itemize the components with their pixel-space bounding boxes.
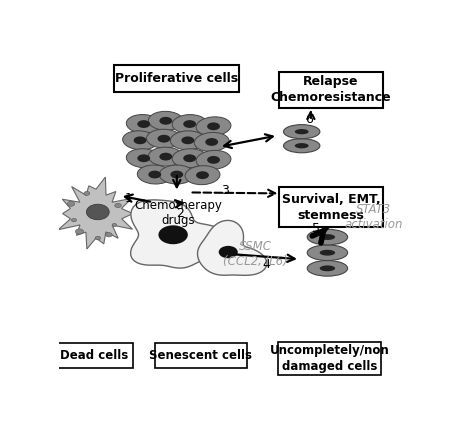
Ellipse shape [283,139,320,153]
Text: Proliferative cells: Proliferative cells [115,72,238,85]
Ellipse shape [219,246,238,258]
Ellipse shape [137,165,172,184]
Ellipse shape [148,147,183,166]
Ellipse shape [148,170,161,179]
Ellipse shape [295,129,309,135]
Ellipse shape [127,149,161,168]
Ellipse shape [159,165,194,184]
Ellipse shape [319,250,335,255]
Ellipse shape [123,131,157,150]
FancyBboxPatch shape [114,65,239,92]
Ellipse shape [127,115,161,134]
Ellipse shape [86,204,109,220]
Text: Dead cells: Dead cells [60,349,128,362]
Text: Relapse
Chemoresistance: Relapse Chemoresistance [271,75,392,104]
Ellipse shape [196,150,231,169]
Ellipse shape [75,229,83,234]
Ellipse shape [183,154,196,162]
Ellipse shape [194,132,229,151]
Ellipse shape [319,234,335,240]
Text: 6: 6 [305,113,313,126]
Ellipse shape [159,153,172,160]
Ellipse shape [115,203,121,208]
Ellipse shape [185,166,220,185]
Text: 1: 1 [124,192,132,206]
Text: 5: 5 [312,222,320,235]
Ellipse shape [84,192,90,195]
Ellipse shape [134,137,146,144]
Ellipse shape [196,171,209,179]
FancyBboxPatch shape [279,72,383,108]
Ellipse shape [157,135,170,143]
Ellipse shape [182,137,194,144]
Ellipse shape [170,131,205,150]
Ellipse shape [207,156,220,164]
Ellipse shape [283,125,320,139]
Ellipse shape [106,233,112,237]
Text: 3: 3 [220,184,228,197]
Ellipse shape [319,265,335,271]
Ellipse shape [148,111,183,130]
Ellipse shape [207,122,220,130]
Ellipse shape [137,120,150,128]
Ellipse shape [183,120,196,128]
Ellipse shape [170,170,183,179]
Ellipse shape [95,236,100,240]
Polygon shape [131,200,232,268]
Text: Senescent cells: Senescent cells [149,349,252,362]
Text: SSMC
(CCL2, IL6): SSMC (CCL2, IL6) [223,240,288,268]
Polygon shape [58,177,133,249]
Ellipse shape [307,245,347,261]
Ellipse shape [205,138,218,146]
Ellipse shape [72,219,76,222]
Text: Chemotherapy
drugs: Chemotherapy drugs [135,199,223,227]
Ellipse shape [158,225,188,244]
Ellipse shape [172,115,207,134]
FancyBboxPatch shape [278,342,381,375]
Polygon shape [198,220,267,275]
Text: Uncompletely/non
damaged cells: Uncompletely/non damaged cells [269,344,389,373]
FancyBboxPatch shape [279,187,383,228]
Ellipse shape [295,143,309,148]
Ellipse shape [172,149,207,168]
Text: 4: 4 [263,258,271,271]
Ellipse shape [196,117,231,136]
Ellipse shape [146,129,182,148]
Text: 2: 2 [176,207,184,220]
Ellipse shape [307,229,347,245]
Ellipse shape [137,154,150,162]
Ellipse shape [307,261,347,276]
Ellipse shape [159,117,172,125]
Ellipse shape [67,201,75,206]
FancyBboxPatch shape [155,343,246,368]
Ellipse shape [112,223,117,227]
FancyBboxPatch shape [55,343,133,368]
Text: Survival, EMT,
stemness: Survival, EMT, stemness [282,192,381,222]
Text: STAT3
activation: STAT3 activation [344,203,402,231]
